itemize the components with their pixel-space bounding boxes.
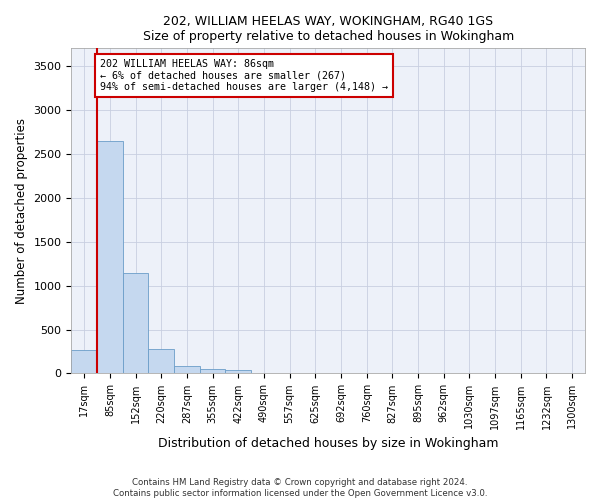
Bar (200, 368, 226, 374)
Text: 202 WILLIAM HEELAS WAY: 86sqm
← 6% of detached houses are smaller (267)
94% of s: 202 WILLIAM HEELAS WAY: 86sqm ← 6% of de… (100, 59, 388, 92)
Bar (71, 350, 97, 374)
Bar (148, 349, 174, 374)
Text: Contains HM Land Registry data © Crown copyright and database right 2024.
Contai: Contains HM Land Registry data © Crown c… (113, 478, 487, 498)
Bar (226, 370, 251, 374)
Y-axis label: Number of detached properties: Number of detached properties (15, 118, 28, 304)
X-axis label: Distribution of detached houses by size in Wokingham: Distribution of detached houses by size … (158, 437, 499, 450)
Bar (174, 366, 200, 374)
Bar (123, 274, 148, 374)
Bar (97, 140, 123, 374)
Title: 202, WILLIAM HEELAS WAY, WOKINGHAM, RG40 1GS
Size of property relative to detach: 202, WILLIAM HEELAS WAY, WOKINGHAM, RG40… (143, 15, 514, 43)
